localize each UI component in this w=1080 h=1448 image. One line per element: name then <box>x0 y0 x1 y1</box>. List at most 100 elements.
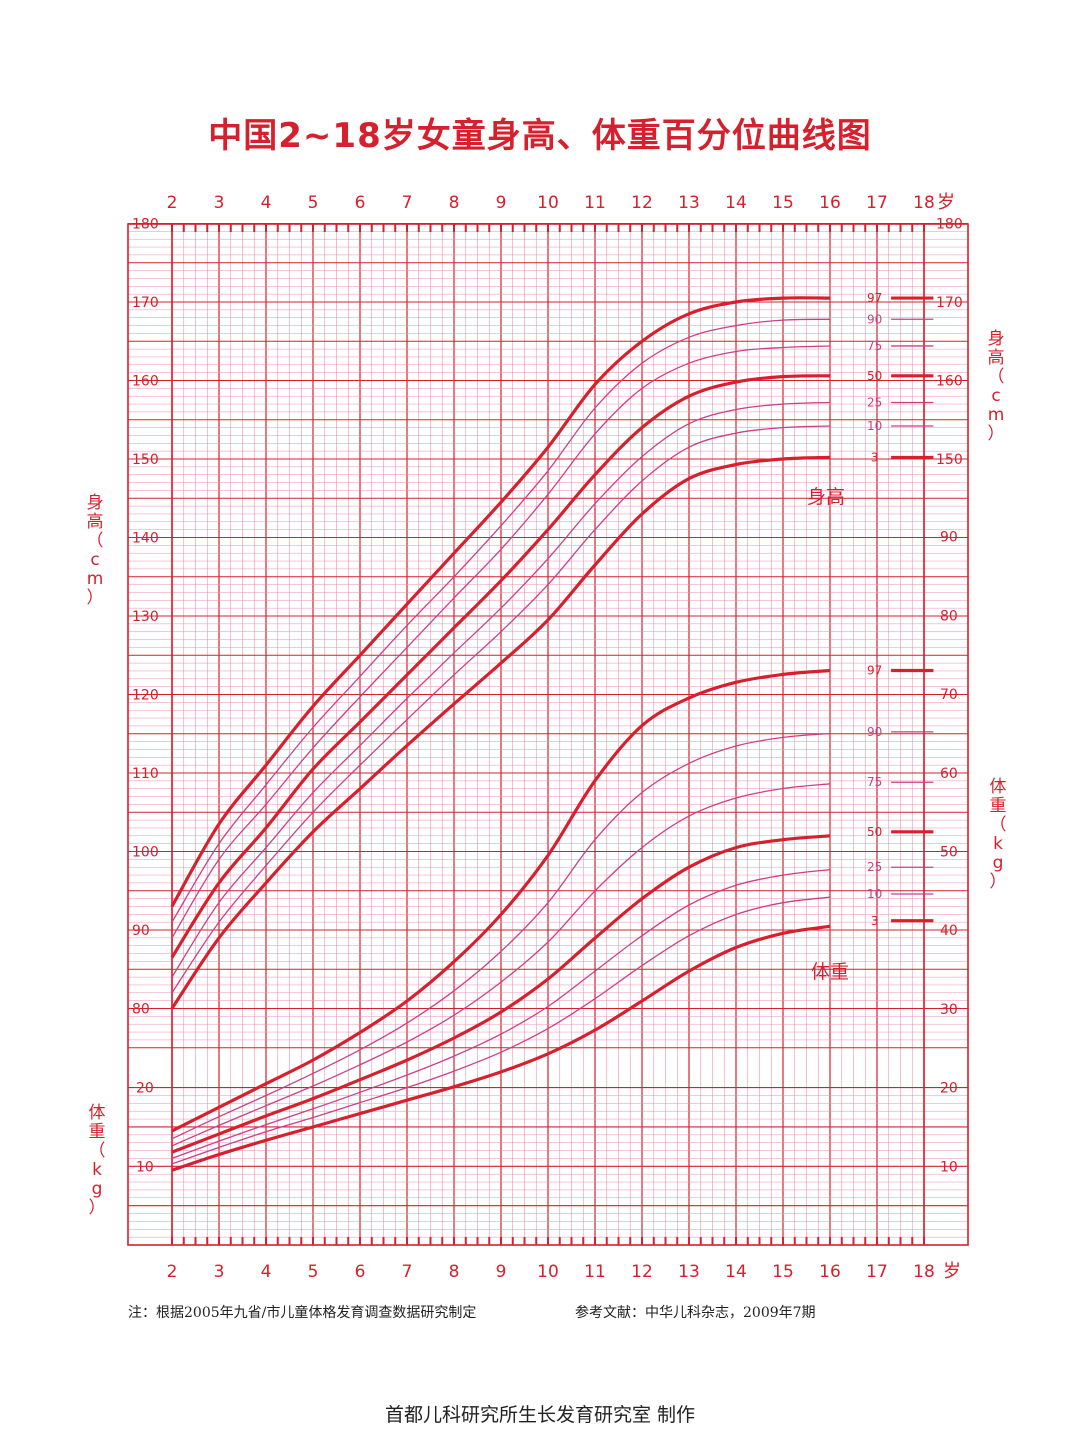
right-weight-tick-label: 70 <box>940 687 958 703</box>
left-height-axis-title: 身高（cm） <box>87 493 104 608</box>
right-weight-tick-label: 20 <box>940 1081 958 1097</box>
right-weight-tick-label: 10 <box>940 1159 958 1175</box>
x-tick-label-top: 16 <box>819 193 841 213</box>
x-tick-label-bottom: 17 <box>866 1262 888 1282</box>
x-tick-label-top: 6 <box>355 193 366 213</box>
x-tick-label-bottom: 9 <box>496 1262 507 1282</box>
right-weight-axis-title: 体重（kg） <box>990 777 1007 892</box>
height-curve-p25 <box>171 401 831 978</box>
weight-curve-p90 <box>171 732 831 1140</box>
right-weight-tick-label: 90 <box>940 530 958 546</box>
chart-frame <box>127 223 969 1246</box>
left-height-tick-label: 170 <box>132 295 159 311</box>
height-percentile-label: 25 <box>867 395 882 409</box>
weight-curve-group-label: 体重 <box>811 961 849 983</box>
x-tick-label-top: 13 <box>678 193 700 213</box>
reference-note: 参考文献：中华儿科杂志，2009年7期 <box>575 1305 816 1321</box>
weight-curve-p50 <box>171 834 831 1154</box>
weight-percentile-label: 50 <box>867 825 882 839</box>
height-percentile-label: 90 <box>867 312 882 326</box>
weight-curve-p75 <box>171 783 831 1147</box>
left-weight-axis-title-char: k <box>92 1160 102 1180</box>
left-height-axis-title-char: 身 <box>87 493 104 513</box>
weight-curve-p25 <box>171 868 831 1160</box>
right-weight-tick-label: 60 <box>940 766 958 782</box>
footer-credit: 首都儿科研究所生长发育研究室 制作 <box>384 1404 696 1426</box>
x-tick-label-top: 10 <box>537 193 559 213</box>
weight-curve-p3 <box>171 924 831 1172</box>
right-weight-axis-title-char: 重 <box>990 796 1007 816</box>
left-height-tick-label: 90 <box>132 923 150 939</box>
right-height-tick-label: 170 <box>936 295 963 311</box>
x-tick-label-bottom: 11 <box>584 1262 606 1282</box>
height-curve-p10 <box>171 425 831 994</box>
x-tick-label-bottom: 16 <box>819 1262 841 1282</box>
left-weight-tick-label: 20 <box>136 1081 154 1097</box>
left-height-axis-title-char: ） <box>87 588 104 608</box>
left-height-tick-label: 150 <box>132 452 159 468</box>
right-height-axis-title-char: 高 <box>988 348 1005 368</box>
left-weight-axis-title-char: 重 <box>89 1122 106 1142</box>
x-tick-label-bottom: 18 <box>913 1262 935 1282</box>
x-tick-label-bottom: 7 <box>402 1262 413 1282</box>
x-tick-label-top: 11 <box>584 193 606 213</box>
right-height-axis-title-char: c <box>991 386 1000 406</box>
left-weight-tick-label: 10 <box>136 1159 154 1175</box>
x-tick-label-top: 2 <box>167 193 178 213</box>
x-tick-label-top: 3 <box>214 193 225 213</box>
weight-percentile-label: 25 <box>867 860 882 874</box>
weight-percentile-label: 90 <box>867 725 882 739</box>
weight-percentile-label: 75 <box>867 775 882 789</box>
right-weight-axis-title-char: k <box>993 834 1003 854</box>
percentile-curves <box>170 296 934 1172</box>
left-height-tick-label: 130 <box>132 609 159 625</box>
right-weight-tick-label: 40 <box>940 923 958 939</box>
right-height-tick-label: 160 <box>936 374 963 390</box>
height-curve-p97 <box>170 296 831 908</box>
height-curve-p50 <box>170 374 831 959</box>
right-height-axis-title-char: ） <box>988 424 1005 444</box>
x-tick-label-top: 18 <box>913 193 935 213</box>
right-weight-axis-title-char: g <box>993 853 1004 873</box>
left-height-tick-label: 180 <box>132 217 159 233</box>
x-tick-label-bottom: 13 <box>678 1262 700 1282</box>
x-tick-label-bottom: 12 <box>631 1262 653 1282</box>
weight-percentile-label: 97 <box>867 663 882 677</box>
left-height-axis-title-char: c <box>90 550 99 570</box>
page-title: 中国2~18岁女童身高、体重百分位曲线图 <box>208 116 872 156</box>
left-weight-axis-title-char: 体 <box>89 1103 106 1123</box>
x-tick-label-top: 8 <box>449 193 460 213</box>
x-tick-label-top: 9 <box>496 193 507 213</box>
right-weight-axis-title-char: ） <box>990 872 1007 892</box>
height-curve-group-label: 身高 <box>807 486 845 508</box>
left-height-axis-title-char: （ <box>87 531 104 551</box>
x-unit-label-top: 岁 <box>937 192 955 213</box>
right-weight-tick-label: 30 <box>940 1002 958 1018</box>
x-tick-label-bottom: 3 <box>214 1262 225 1282</box>
right-weight-axis-title-char: （ <box>990 815 1007 835</box>
height-percentile-label: 3 <box>871 450 879 464</box>
height-percentile-label: 97 <box>867 291 882 305</box>
left-height-tick-label: 100 <box>132 845 159 861</box>
x-tick-label-top: 12 <box>631 193 653 213</box>
x-tick-label-bottom: 10 <box>537 1262 559 1282</box>
left-height-tick-label: 110 <box>132 766 159 782</box>
right-height-axis-title: 身高（cm） <box>988 329 1005 444</box>
chart-grid <box>128 222 968 1246</box>
right-height-axis-title-char: （ <box>988 367 1005 387</box>
right-weight-axis-title-char: 体 <box>990 777 1007 797</box>
weight-percentile-label: 3 <box>871 914 879 928</box>
x-tick-label-top: 17 <box>866 193 888 213</box>
height-percentile-label: 50 <box>867 369 882 383</box>
left-height-axis-title-char: m <box>87 569 104 589</box>
x-tick-label-top: 4 <box>261 193 272 213</box>
height-percentile-label: 10 <box>867 419 882 433</box>
x-tick-label-top: 5 <box>308 193 319 213</box>
height-curve-p90 <box>171 318 831 923</box>
x-tick-label-bottom: 8 <box>449 1262 460 1282</box>
right-height-axis-title-char: m <box>988 405 1005 425</box>
height-percentile-label: 75 <box>867 339 882 353</box>
left-height-tick-label: 140 <box>132 531 159 547</box>
weight-curve-p10 <box>171 896 831 1165</box>
